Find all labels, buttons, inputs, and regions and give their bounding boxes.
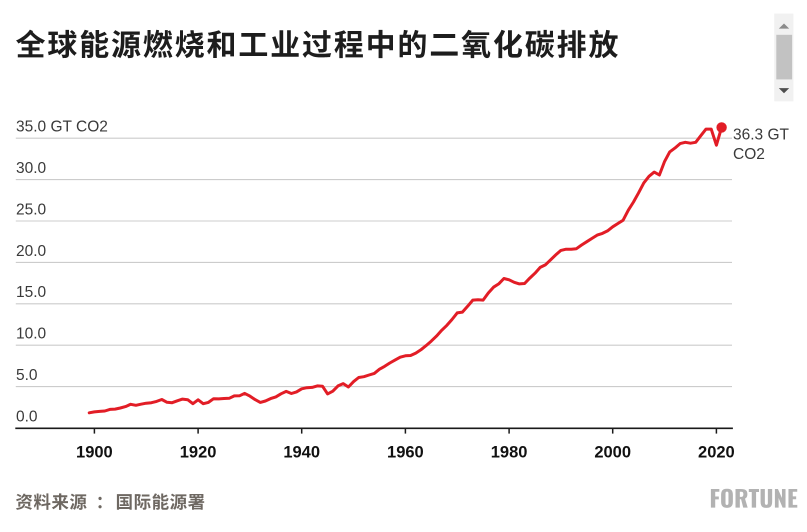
svg-text:1980: 1980 xyxy=(491,444,528,462)
svg-text:1940: 1940 xyxy=(283,444,320,462)
svg-text:36.3 GT: 36.3 GT xyxy=(733,126,790,143)
svg-text:CO2: CO2 xyxy=(733,146,765,163)
svg-text:20.0: 20.0 xyxy=(16,243,47,260)
svg-text:1920: 1920 xyxy=(180,444,217,462)
svg-text:1900: 1900 xyxy=(76,444,113,462)
svg-text:0.0: 0.0 xyxy=(16,408,38,425)
svg-text:30.0: 30.0 xyxy=(16,160,47,177)
svg-text:15.0: 15.0 xyxy=(16,284,47,301)
svg-text:2020: 2020 xyxy=(698,444,735,462)
svg-text:25.0: 25.0 xyxy=(16,201,47,218)
svg-text:2000: 2000 xyxy=(594,444,631,462)
svg-text:1960: 1960 xyxy=(387,444,424,462)
svg-text:10.0: 10.0 xyxy=(16,326,47,343)
svg-text:5.0: 5.0 xyxy=(16,367,38,384)
svg-text:35.0 GT CO2: 35.0 GT CO2 xyxy=(16,119,108,136)
